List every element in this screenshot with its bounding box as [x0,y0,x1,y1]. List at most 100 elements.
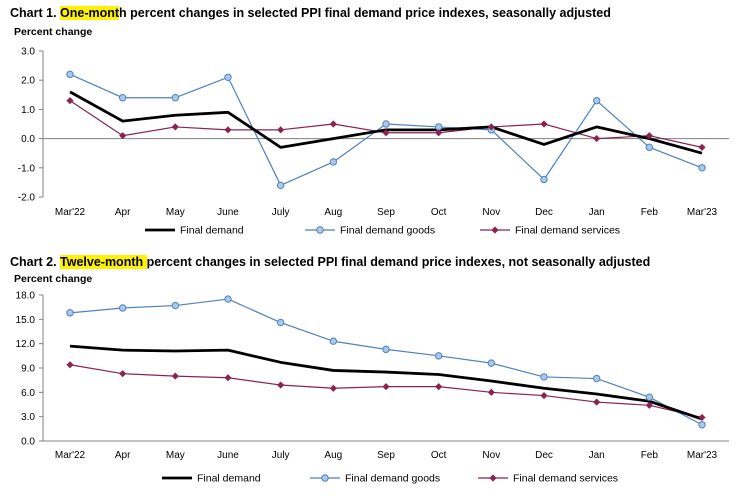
chart2-series-final-demand-goods-point [224,295,232,303]
chart1-xtick-label: Mar'22 [55,207,86,218]
chart1-series-final-demand-services-point [645,132,653,140]
chart1-series-final-demand-services-point [698,143,706,151]
chart2-series-final-demand-line [69,344,703,421]
chart1-ytick-label: 2.0 [21,76,35,87]
chart1-legend-label-final-demand-goods: Final demand goods [340,225,435,237]
chart1-series-final-demand-services-point [119,132,127,140]
chart2-ytick-label: 12.0 [16,339,36,350]
chart2-xtick-label: Mar'23 [687,450,718,461]
chart1-xtick-label: July [272,207,290,218]
chart2-series-final-demand-services-point [119,370,127,378]
chart2-title-highlight: Twelve-month [60,255,147,269]
chart2-series-final-demand-goods-point [592,374,601,383]
chart2-legend-marker-final-demand-services [489,474,497,482]
chart1-series-final-demand-services-point [224,126,232,134]
chart1-legend-label-final-demand-services: Final demand services [515,225,620,237]
chart1-xtick-label: Aug [324,207,342,218]
chart1-series-final-demand-goods-point [382,120,390,128]
chart1-series-final-demand-goods-point [118,94,127,102]
chart1-xtick-label: Apr [115,207,131,218]
chart1-series-final-demand-services-point [382,129,390,137]
chart1-series-final-demand-services-point [487,123,495,131]
chart2-xtick-label: May [166,450,185,461]
chart1-series-final-demand-services-point [329,120,337,128]
chart1-title-prefix: Chart 1. [10,6,61,20]
chart1-series-final-demand-goods-point [698,164,706,172]
chart1-ylabel: Percent change [14,26,93,38]
chart1-xtick-label: Jan [589,207,605,218]
chart2-xtick-label: Feb [641,450,659,461]
chart1-series-final-demand-services-point [540,120,548,128]
chart1-series-final-demand-goods-point [224,73,232,81]
chart2-series-final-demand-goods-point [329,337,338,345]
chart1-xtick-label: Feb [641,207,659,218]
chart2-xtick-label: Mar'22 [55,450,86,461]
chart2-xtick-label: Jan [589,450,605,461]
chart2-series-final-demand-services-point [593,398,601,406]
chart2-series-final-demand-goods-point [382,345,390,354]
chart2-series-final-demand-services-point [487,388,495,396]
chart2-title-rest: percent changes in selected PPI final de… [146,255,651,269]
chart1-series-final-demand-services-point [66,97,74,105]
chart1-ytick-label: -1.0 [18,163,36,174]
chart1-legend-label-final-demand: Final demand [180,225,244,237]
chart1-series-final-demand-services-point [435,129,443,137]
chart2-series-final-demand-goods-point [645,393,654,401]
chart1-series-final-demand-services-point [277,126,285,134]
chart1-series-final-demand-goods-point [329,158,338,166]
chart1-ytick-label: 0.0 [21,134,35,145]
chart2-series-final-demand-goods-point [118,304,127,312]
chart2-series-final-demand-goods-line [69,298,703,426]
chart2-legend-label-final-demand-services: Final demand services [513,473,618,485]
chart2-xtick-label: Aug [324,450,342,461]
chart1-title: Chart 1. One-month percent changes in se… [10,6,611,20]
chart2-series-final-demand-goods-point [698,421,706,429]
chart1-series-final-demand-goods-point [645,143,654,152]
chart2-series-final-demand-goods-point [487,359,496,367]
chart1-title-highlight: One-mont [60,6,120,20]
chart1-series-final-demand-goods-point [171,94,180,102]
chart2-series-final-demand-goods-point [540,373,548,381]
chart1-xtick-label: Dec [535,207,553,218]
chart1-series-final-demand-goods-point [66,70,74,79]
chart1-series-final-demand-services-point [593,135,601,143]
chart2-ytick-label: 18.0 [16,291,36,302]
chart2-xtick-label: Sep [377,450,395,461]
chart2-ytick-label: 9.0 [21,364,35,375]
chart2-series-final-demand-goods-point [171,301,180,310]
chart2-ytick-label: 6.0 [21,388,35,399]
chart2-series-final-demand-goods-point [66,309,74,317]
chart2-xtick-label: Dec [535,450,553,461]
chart2-legend-label-final-demand-goods: Final demand goods [345,473,440,485]
chart2-legend-marker-final-demand-goods [321,474,329,482]
chart1-xtick-label: Nov [482,207,500,218]
chart2-series-final-demand-services-point [66,361,74,369]
chart1-series-final-demand-goods-point [276,181,285,190]
chart1-xtick-label: June [217,207,239,218]
chart2-series-final-demand-goods-point [276,318,285,327]
chart1-legend-marker-final-demand-services [491,226,499,234]
chart1-ytick-label: -2.0 [18,193,36,204]
chart2-series-final-demand-services-point [224,374,232,382]
chart2-series-final-demand-services-point [645,401,653,409]
chart2-ytick-label: 15.0 [16,315,36,326]
chart1-ytick-label: 3.0 [21,47,35,58]
chart1-xtick-label: May [166,207,185,218]
chart2-series-final-demand-services-point [540,392,548,400]
chart2-series-final-demand-services-point [382,383,390,391]
chart2-ytick-label: 3.0 [21,412,35,423]
chart2-xtick-label: June [217,450,239,461]
chart2-ylabel: Percent change [14,273,93,285]
chart1-legend-marker-final-demand-goods [316,226,324,234]
chart1-series-final-demand-services-point [171,123,179,131]
chart2-series-final-demand-services-point [698,413,706,422]
chart2-xtick-label: Oct [431,450,447,461]
chart1-xtick-label: Oct [431,207,447,218]
chart2-xtick-label: Nov [482,450,500,461]
chart2-title: Chart 2. Twelve-month percent changes in… [10,255,650,269]
chart1-xtick-label: Mar'23 [687,207,718,218]
chart2-title-prefix: Chart 2. [10,255,61,269]
chart2-series-final-demand-goods-point [434,352,443,360]
chart2-ytick-label: 0.0 [21,437,35,448]
chart1-xtick-label: Sep [377,207,395,218]
